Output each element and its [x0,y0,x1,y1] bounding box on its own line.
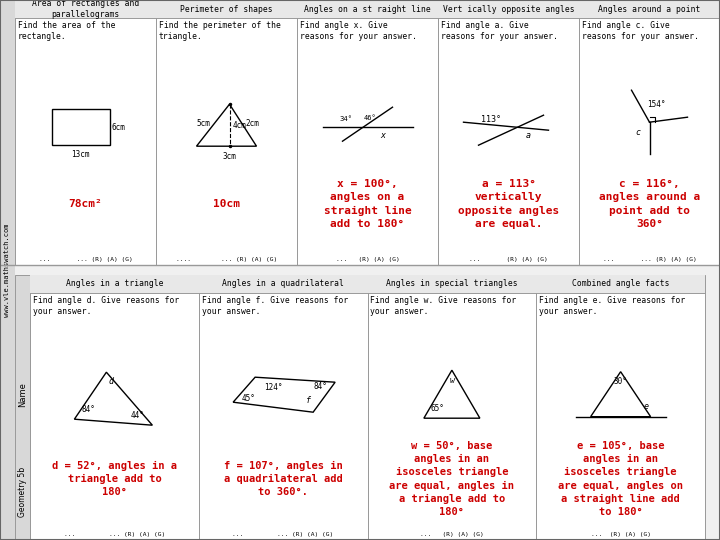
Bar [156,0,297,18]
Text: ...   (R) (A) (G): ... (R) (A) (G) [336,257,400,262]
Bar [367,275,536,540]
Text: 154°: 154° [647,100,666,109]
Text: Angles around a point: Angles around a point [598,4,701,14]
Text: 44°: 44° [130,411,144,420]
Text: ...  (R) (A) (G): ... (R) (A) (G) [590,532,651,537]
Text: Angles in special triangles: Angles in special triangles [386,280,518,288]
Text: ...       ... (R) (A) (G): ... ... (R) (A) (G) [39,257,132,262]
Text: Find angle c. Give
reasons for your answer.: Find angle c. Give reasons for your answ… [582,21,699,41]
Text: Angles in a triangle: Angles in a triangle [66,280,163,288]
Text: Combined angle facts: Combined angle facts [572,280,670,288]
Bar [30,275,199,540]
Bar [438,0,579,265]
Text: ...       (R) (A) (G): ... (R) (A) (G) [469,257,548,262]
Bar [0,0,15,540]
Bar [536,275,705,540]
Text: ...   (R) (A) (G): ... (R) (A) (G) [420,532,484,537]
Text: 3cm: 3cm [222,152,236,161]
Text: e = 105°, base
angles in an
isosceles triangle
are equal, angles on
a straight l: e = 105°, base angles in an isosceles tr… [558,441,683,517]
Text: 65°: 65° [431,404,445,413]
Text: Geometry 5b: Geometry 5b [18,467,27,517]
Text: c: c [635,127,640,137]
Text: 6cm: 6cm [112,123,125,132]
Text: Angles on a st raight line: Angles on a st raight line [304,4,431,14]
Bar [297,0,438,265]
Text: 78cm²: 78cm² [68,199,102,209]
Text: 84°: 84° [313,382,327,391]
Text: 124°: 124° [264,383,282,391]
Bar [199,275,367,540]
Text: a = 113°
vertically
opposite angles
are equal.: a = 113° vertically opposite angles are … [458,179,559,229]
Text: a: a [526,131,531,140]
Bar [536,275,705,293]
Text: ...         ... (R) (A) (G): ... ... (R) (A) (G) [64,532,165,537]
Bar [297,0,438,18]
Text: Find angle x. Give
reasons for your answer.: Find angle x. Give reasons for your answ… [300,21,417,41]
Text: Perimeter of shapes: Perimeter of shapes [180,4,273,14]
Text: Find angle f. Give reasons for
your answer.: Find angle f. Give reasons for your answ… [202,296,348,316]
Text: Find the area of the
rectangle.: Find the area of the rectangle. [18,21,115,41]
Text: 45°: 45° [241,394,255,403]
Text: Find angle e. Give reasons for
your answer.: Find angle e. Give reasons for your answ… [539,296,685,316]
Text: x = 100°,
angles on a
straight line
add to 180°: x = 100°, angles on a straight line add … [323,179,411,229]
Text: 46°: 46° [364,115,377,121]
Text: Find the perimeter of the
triangle.: Find the perimeter of the triangle. [159,21,281,41]
Bar [199,275,367,293]
Text: 13cm: 13cm [71,150,90,159]
Bar [156,0,297,265]
Bar [367,275,536,293]
Bar [15,275,30,540]
Text: ...         ... (R) (A) (G): ... ... (R) (A) (G) [233,532,334,537]
Text: Find angle w. Give reasons for
your answer.: Find angle w. Give reasons for your answ… [371,296,517,316]
Text: 2cm: 2cm [245,119,259,127]
Text: Find angle d. Give reasons for
your answer.: Find angle d. Give reasons for your answ… [33,296,179,316]
Text: 5cm: 5cm [196,119,210,127]
Text: www.vle.mathswatch.com: www.vle.mathswatch.com [4,223,11,317]
Bar [438,0,579,18]
Text: Name: Name [18,382,27,407]
Text: w: w [449,376,454,384]
Text: Area of rectangles and
parallelograms: Area of rectangles and parallelograms [32,0,139,19]
Bar [15,0,156,265]
Text: x: x [380,131,385,140]
Text: Find angle a. Give
reasons for your answer.: Find angle a. Give reasons for your answ… [441,21,558,41]
Text: 113°: 113° [480,114,500,124]
Text: c = 116°,
angles around a
point add to
360°: c = 116°, angles around a point add to 3… [599,179,700,229]
Bar [15,0,156,18]
Bar [579,0,720,18]
Text: 30°: 30° [613,377,628,386]
Text: Angles in a quadrilateral: Angles in a quadrilateral [222,280,344,288]
Text: 34°: 34° [340,116,353,122]
Text: d = 52°, angles in a
triangle add to
180°: d = 52°, angles in a triangle add to 180… [52,461,177,497]
Bar [30,275,199,293]
Text: d: d [109,377,114,386]
Text: ...       ... (R) (A) (G): ... ... (R) (A) (G) [603,257,696,262]
Text: e: e [643,402,648,411]
Text: 4cm: 4cm [233,121,246,130]
Text: f: f [305,396,310,404]
Text: w = 50°, base
angles in an
isosceles triangle
are equal, angles in
a triangle ad: w = 50°, base angles in an isosceles tri… [390,441,514,517]
Bar [579,0,720,265]
Text: ....        ... (R) (A) (G): .... ... (R) (A) (G) [176,257,277,262]
Text: 10cm: 10cm [213,199,240,209]
Text: f = 107°, angles in
a quadrilateral add
to 360°.: f = 107°, angles in a quadrilateral add … [224,461,343,497]
Bar [52,109,109,145]
Text: Vert ically opposite angles: Vert ically opposite angles [443,4,575,14]
Text: 84°: 84° [81,404,95,414]
